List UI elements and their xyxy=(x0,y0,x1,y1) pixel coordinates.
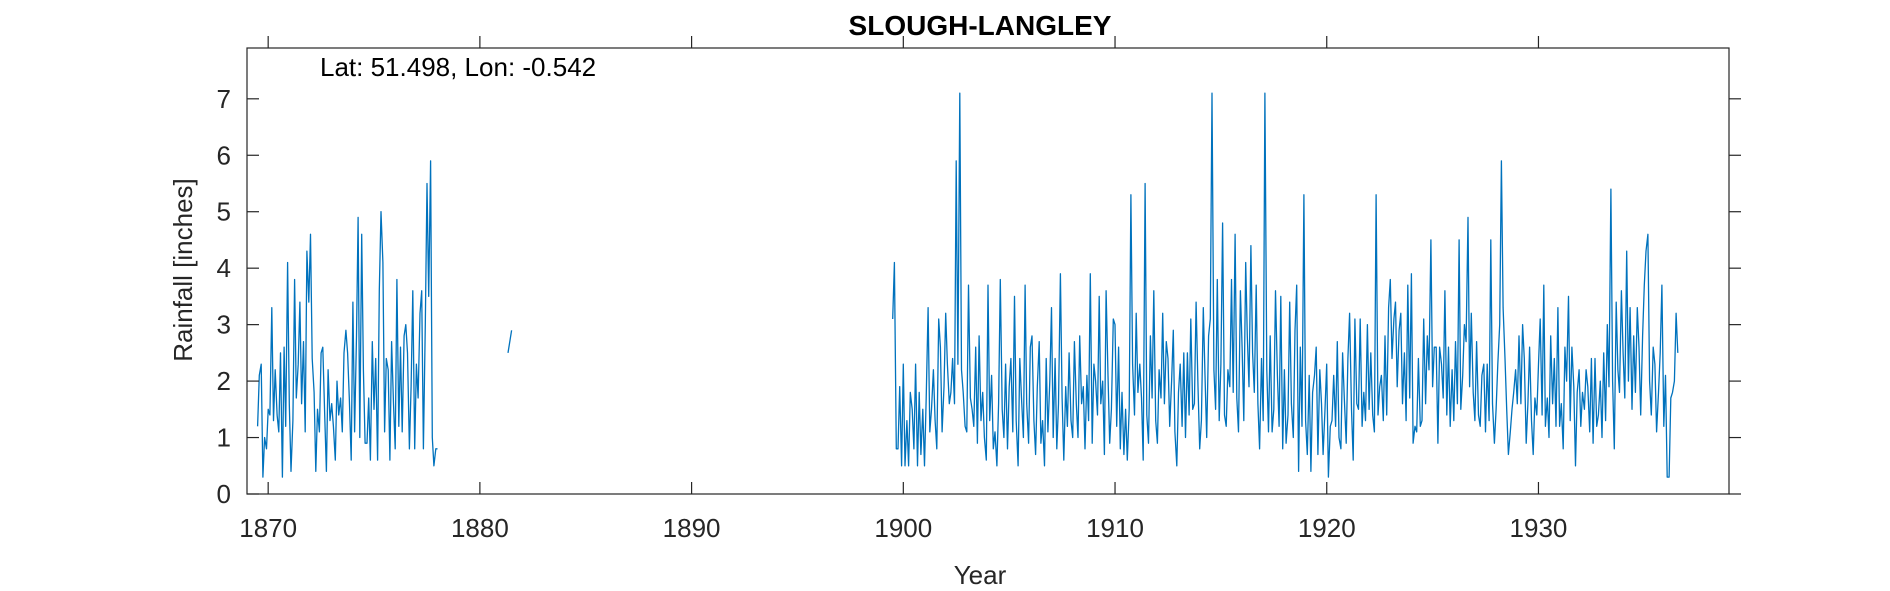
y-tick-label: 6 xyxy=(217,140,231,170)
x-axis-ticks: 1870 1880 1890 1900 1910 1920 1930 xyxy=(239,36,1567,543)
chart-title: SLOUGH-LANGLEY xyxy=(849,10,1112,41)
y-tick-label: 1 xyxy=(217,423,231,453)
axes-box xyxy=(246,47,1730,495)
plot-area xyxy=(256,92,1679,478)
location-annotation: Lat: 51.498, Lon: -0.542 xyxy=(320,52,596,82)
y-axis-label: Rainfall [inches] xyxy=(168,178,198,362)
x-tick-label: 1910 xyxy=(1086,513,1144,543)
y-tick-label: 7 xyxy=(217,84,231,114)
x-tick-label: 1890 xyxy=(663,513,721,543)
x-tick-label: 1880 xyxy=(451,513,509,543)
y-axis-ticks: 0 1 2 3 4 5 6 7 xyxy=(217,84,1741,509)
x-axis-label: Year xyxy=(954,560,1007,590)
y-tick-label: 5 xyxy=(217,197,231,227)
x-tick-label: 1870 xyxy=(239,513,297,543)
y-tick-label: 3 xyxy=(217,310,231,340)
y-tick-label: 2 xyxy=(217,366,231,396)
rainfall-series-line-segment-3 xyxy=(892,92,1679,478)
x-tick-label: 1920 xyxy=(1298,513,1356,543)
y-tick-label: 4 xyxy=(217,253,231,283)
x-tick-label: 1930 xyxy=(1510,513,1568,543)
y-tick-label: 0 xyxy=(217,479,231,509)
x-tick-label: 1900 xyxy=(874,513,932,543)
rainfall-series-line-segment-1 xyxy=(256,160,438,478)
rainfall-series-line-segment-2 xyxy=(507,330,513,354)
